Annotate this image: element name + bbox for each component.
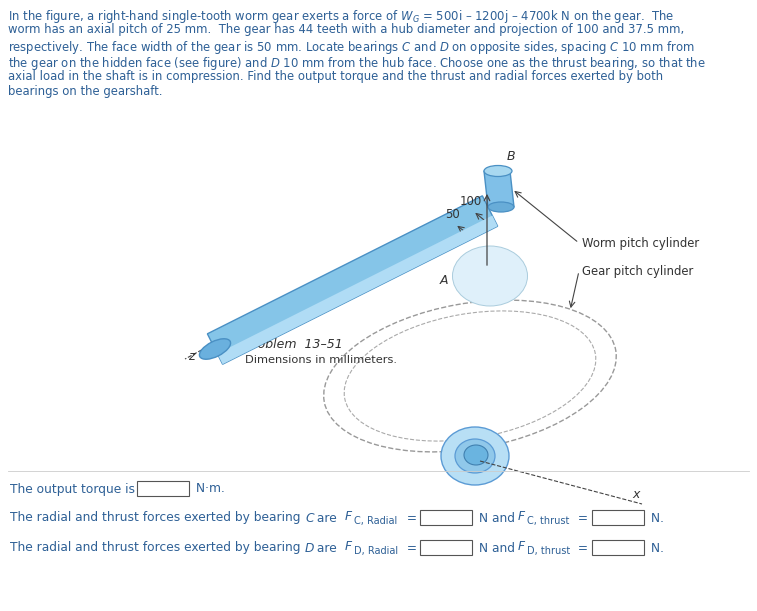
Text: F: F [518, 511, 525, 524]
Polygon shape [484, 171, 514, 207]
Text: are: are [313, 541, 341, 555]
Text: z: z [188, 351, 195, 364]
Text: x: x [632, 488, 640, 500]
Text: axial load in the shaft is in compression. Find the output torque and the thrust: axial load in the shaft is in compressio… [8, 70, 663, 83]
Text: y: y [489, 175, 497, 188]
Text: N.: N. [647, 541, 664, 555]
Text: F: F [345, 511, 352, 524]
Text: D: D [305, 541, 314, 555]
Text: Gear pitch cylinder: Gear pitch cylinder [582, 265, 693, 277]
Ellipse shape [484, 166, 512, 177]
Text: worm has an axial pitch of 25 mm.  The gear has 44 teeth with a hub diameter and: worm has an axial pitch of 25 mm. The ge… [8, 23, 684, 37]
Text: C: C [305, 511, 313, 524]
Text: C, thrust: C, thrust [527, 516, 569, 526]
Ellipse shape [488, 202, 514, 212]
Text: N and: N and [475, 541, 519, 555]
Ellipse shape [441, 427, 509, 485]
Text: 50: 50 [444, 208, 459, 221]
Text: In the figure, a right-hand single-tooth worm gear exerts a force of $W_G$ = 500: In the figure, a right-hand single-tooth… [8, 8, 674, 25]
Text: =: = [574, 541, 588, 555]
Text: The radial and thrust forces exerted by bearing: The radial and thrust forces exerted by … [10, 541, 304, 555]
Text: 100: 100 [459, 195, 482, 208]
Text: B: B [507, 150, 516, 163]
Text: F: F [345, 541, 352, 554]
Polygon shape [217, 216, 497, 364]
Text: D, Radial: D, Radial [354, 546, 398, 556]
Ellipse shape [464, 445, 488, 465]
Text: Worm pitch cylinder: Worm pitch cylinder [582, 236, 699, 249]
FancyBboxPatch shape [592, 510, 644, 525]
Text: Problem  13–51: Problem 13–51 [245, 337, 343, 351]
Ellipse shape [453, 246, 528, 306]
Polygon shape [207, 196, 497, 364]
Text: N and: N and [475, 511, 519, 524]
Text: D, thrust: D, thrust [527, 546, 570, 556]
Text: =: = [403, 541, 417, 555]
FancyBboxPatch shape [137, 481, 189, 496]
Text: the gear on the hidden face (see figure) and $D$ 10 mm from the hub face. Choose: the gear on the hidden face (see figure)… [8, 54, 706, 71]
Ellipse shape [199, 338, 231, 359]
Text: =: = [574, 511, 588, 524]
Text: =: = [403, 511, 417, 524]
Text: are: are [313, 511, 341, 524]
Text: The radial and thrust forces exerted by bearing: The radial and thrust forces exerted by … [10, 511, 304, 524]
Text: The output torque is: The output torque is [10, 483, 135, 496]
FancyBboxPatch shape [592, 540, 644, 555]
Text: A: A [440, 274, 448, 288]
FancyBboxPatch shape [420, 510, 472, 525]
Text: bearings on the gearshaft.: bearings on the gearshaft. [8, 86, 163, 98]
Text: respectively. The face width of the gear is 50 mm. Locate bearings $C$ and $D$ o: respectively. The face width of the gear… [8, 39, 694, 56]
Text: N·m.: N·m. [192, 483, 225, 496]
Ellipse shape [455, 439, 495, 473]
Text: Dimensions in millimeters.: Dimensions in millimeters. [245, 355, 397, 365]
Text: 50: 50 [484, 178, 500, 191]
Text: C, Radial: C, Radial [354, 516, 397, 526]
Text: N.: N. [647, 511, 664, 524]
Text: F: F [518, 541, 525, 554]
FancyBboxPatch shape [420, 540, 472, 555]
